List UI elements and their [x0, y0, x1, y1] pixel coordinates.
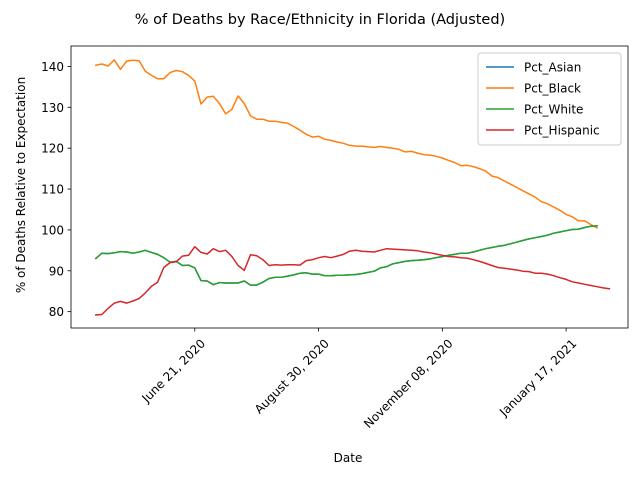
x-tick-label: August 30, 2020 [252, 336, 332, 416]
x-axis-label: Date [334, 451, 363, 465]
legend-box [477, 52, 622, 146]
series-line-pct-asian [94, 225, 598, 286]
legend-label: Pct_Hispanic [524, 124, 600, 138]
y-tick-label: 100 [41, 223, 64, 237]
y-tick-label: 140 [41, 60, 64, 74]
legend-label: Pct_Asian [524, 61, 581, 75]
x-tick-label: November 08, 2020 [361, 336, 456, 431]
legend-label: Pct_Black [524, 82, 581, 96]
plot-frame [70, 45, 629, 329]
x-tick-label: June 21, 2020 [139, 336, 209, 406]
y-tick-label: 90 [49, 264, 64, 278]
y-tick-label: 130 [41, 101, 64, 115]
chart-title: % of Deaths by Race/Ethnicity in Florida… [135, 12, 505, 28]
y-tick-label: 120 [41, 142, 64, 156]
y-tick-label: 80 [49, 305, 64, 319]
series-line-pct-white [94, 225, 598, 286]
series-line-pct-hispanic [95, 245, 611, 316]
y-tick-label: 110 [41, 183, 64, 197]
legend: Pct_Asian Pct_Black Pct_White Pct_Hispanic [477, 52, 622, 146]
x-tick-label: January 17, 2021 [496, 336, 579, 419]
series-line-pct-black [94, 59, 599, 229]
y-axis-label: % of Deaths Relative to Expectation [14, 77, 28, 293]
plot-area [94, 59, 611, 316]
legend-label: Pct_White [524, 103, 583, 117]
